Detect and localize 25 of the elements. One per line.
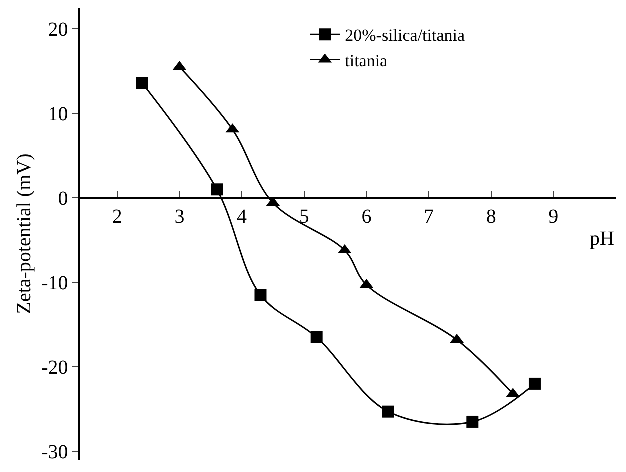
point	[136, 77, 148, 90]
y-tick-label: 0	[58, 188, 68, 210]
legend-label: titania	[345, 51, 388, 70]
x-tick-label: 6	[362, 206, 372, 228]
y-tick-label: 10	[48, 104, 68, 126]
y-tick-label: -10	[42, 272, 68, 295]
x-tick-label: 4	[237, 206, 248, 228]
point	[382, 406, 395, 418]
y-tick-label: 20	[48, 19, 68, 42]
point	[211, 184, 224, 196]
point	[528, 378, 541, 390]
x-tick-label: 7	[424, 206, 434, 228]
x-tick-label: 3	[174, 206, 185, 228]
x-tick-label: 9	[548, 206, 559, 228]
y-tick-label: -30	[42, 442, 68, 464]
x-tick-label: 2	[112, 206, 122, 228]
x-tick-label: 5	[299, 206, 310, 228]
point	[310, 332, 323, 344]
x-axis-title: pH	[590, 228, 614, 250]
point	[466, 416, 479, 428]
x-tick-label: 8	[486, 206, 496, 228]
legend-label: 20%-silica/titania	[345, 26, 466, 46]
y-axis-title: Zeta-potential (mV)	[14, 154, 36, 314]
point	[254, 289, 267, 302]
y-tick-label: -20	[42, 357, 68, 380]
